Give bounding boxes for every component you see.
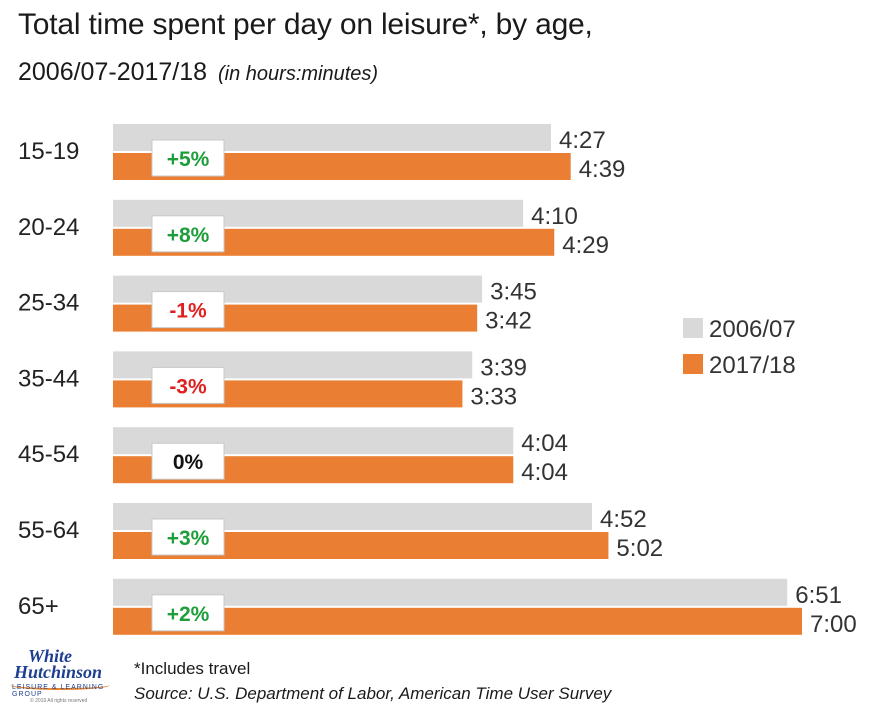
- bar-2006-07: [113, 578, 788, 606]
- logo-copyright: © 2019 All rights reserved: [30, 698, 88, 704]
- change-label: 0%: [173, 451, 204, 474]
- category-label: 35-44: [18, 365, 79, 392]
- value-label: 6:51: [795, 582, 842, 609]
- value-label: 5:02: [616, 535, 663, 562]
- change-badge: [151, 594, 225, 632]
- footnote: *Includes travel: [134, 659, 251, 678]
- logo-line-2: Hutchinson: [14, 662, 103, 682]
- category-label: 25-34: [18, 290, 79, 317]
- value-label: 4:04: [521, 430, 568, 457]
- category-label: 65+: [18, 593, 59, 620]
- category-label: 45-54: [18, 441, 79, 468]
- legend-label: 2006/07: [709, 316, 796, 343]
- change-label: +3%: [167, 527, 210, 550]
- bar-chart: 15-19 4:274:39 +5% 20-24 4:104:29 +8% 25-34 3:4…: [18, 124, 857, 638]
- category-label: 55-64: [18, 517, 79, 544]
- change-badge: [151, 139, 225, 177]
- change-label: -3%: [169, 375, 207, 398]
- value-label: 3:45: [490, 279, 537, 306]
- value-label: 4:04: [521, 459, 568, 486]
- change-badge: [151, 366, 225, 404]
- legend-swatch-2017-18: [683, 354, 703, 374]
- subtitle-period: 2006/07-2017/18: [18, 58, 208, 86]
- source-note: Source: U.S. Department of Labor, Americ…: [134, 684, 612, 703]
- value-label: 7:00: [810, 611, 857, 638]
- logo-line-3: LEISURE & LEARNING GROUP: [12, 684, 105, 698]
- unit-note: (in hours:minutes): [218, 63, 379, 85]
- value-label: 4:39: [579, 156, 626, 183]
- legend-swatch-2006-07: [683, 318, 703, 338]
- value-label: 3:33: [470, 383, 517, 410]
- value-label: 4:29: [562, 232, 609, 259]
- change-label: +2%: [167, 603, 210, 626]
- category-label: 15-19: [18, 138, 79, 165]
- change-badge: [151, 291, 225, 329]
- bar-2017-18: [113, 607, 802, 635]
- logo-swoosh-icon: [10, 680, 110, 690]
- category-label: 20-24: [18, 214, 79, 241]
- legend-label: 2017/18: [709, 352, 796, 379]
- change-badge: [151, 215, 225, 253]
- change-badge: [151, 442, 225, 480]
- company-logo: White Hutchinson LEISURE & LEARNING GROU…: [10, 646, 118, 712]
- value-label: 4:10: [531, 203, 578, 230]
- value-label: 3:39: [480, 354, 527, 381]
- value-label: 4:52: [600, 506, 647, 533]
- value-label: 3:42: [485, 308, 532, 335]
- chart-subtitle: 2006/07-2017/18 (in hours:minutes): [18, 58, 378, 87]
- change-label: +8%: [167, 224, 210, 247]
- chart-title: Total time spent per day on leisure*, by…: [18, 8, 593, 41]
- change-label: -1%: [169, 300, 207, 323]
- change-badge: [151, 518, 225, 556]
- change-label: +5%: [167, 148, 210, 171]
- value-label: 4:27: [559, 127, 606, 154]
- logo-line-1: White: [28, 646, 73, 666]
